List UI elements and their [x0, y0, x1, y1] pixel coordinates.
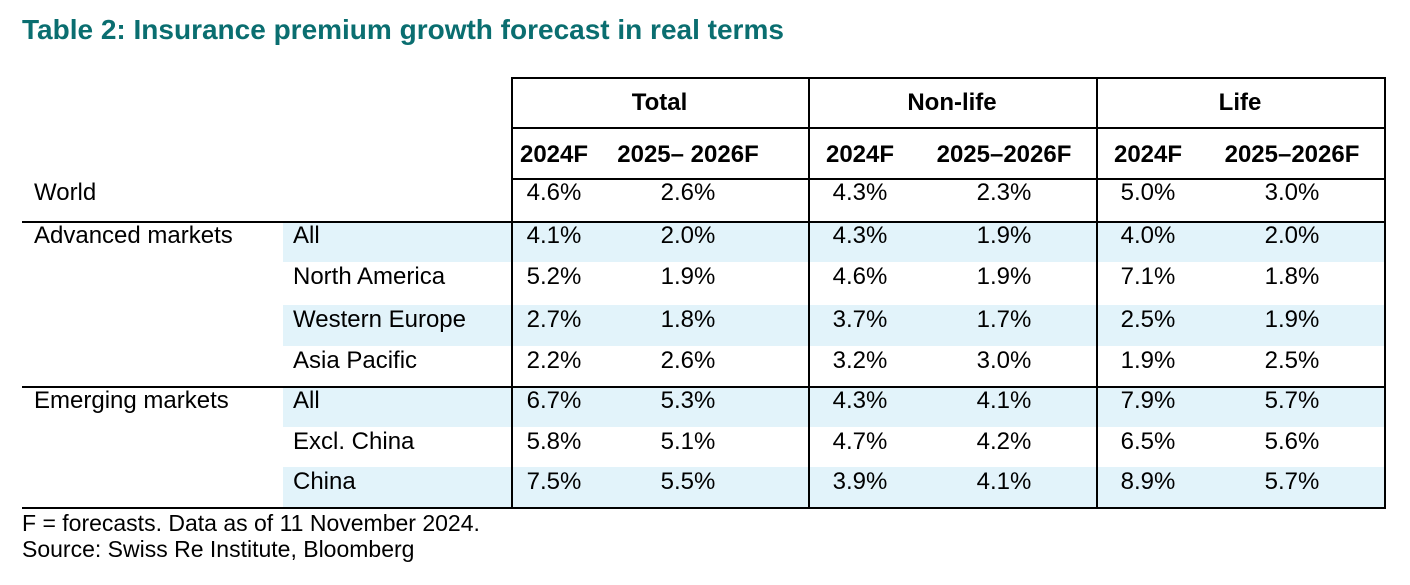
table-cell-value: 3.7%: [832, 306, 888, 333]
table-cell-value: 2.0%: [1264, 222, 1320, 249]
row-subregion-label: North America: [293, 263, 446, 290]
column-subheader: 2025–2026F: [1224, 141, 1360, 168]
row-subregion-label: All: [293, 387, 320, 414]
row-subregion-label: Asia Pacific: [293, 347, 418, 374]
table-rule: [22, 386, 1386, 388]
table-cell-value: 3.9%: [832, 468, 888, 495]
column-subheader: 2025–2026F: [936, 141, 1072, 168]
table-cell-value: 1.9%: [1120, 347, 1176, 374]
table-cell-value: 4.3%: [832, 179, 888, 206]
table-cell-value: 1.9%: [976, 263, 1032, 290]
table-cell-value: 5.2%: [526, 263, 582, 290]
table-cell-value: 3.2%: [832, 347, 888, 374]
row-region-label: Advanced markets: [34, 222, 233, 249]
table-cell-value: 2.3%: [976, 179, 1032, 206]
table-rule: [511, 77, 513, 509]
table-cell-value: 1.9%: [976, 222, 1032, 249]
table-cell-value: 7.9%: [1120, 387, 1176, 414]
table-cell-value: 4.7%: [832, 428, 888, 455]
table-cell-value: 2.6%: [660, 179, 716, 206]
table-cell-value: 2.7%: [526, 306, 582, 333]
table-cell-value: 7.5%: [526, 468, 582, 495]
column-subheader: 2024F: [519, 141, 589, 168]
table-cell-value: 5.6%: [1264, 428, 1320, 455]
row-shading: [283, 386, 1384, 427]
table-cell-value: 5.1%: [660, 428, 716, 455]
table-cell-value: 2.2%: [526, 347, 582, 374]
table-cell-value: 2.5%: [1120, 306, 1176, 333]
row-subregion-label: Western Europe: [293, 306, 466, 333]
table-cell-value: 4.6%: [832, 263, 888, 290]
table-rule: [808, 77, 810, 509]
row-region-label: Emerging markets: [34, 387, 229, 414]
table-cell-value: 5.7%: [1264, 468, 1320, 495]
table-cell-value: 1.9%: [1264, 306, 1320, 333]
row-shading: [283, 305, 1384, 346]
column-group-header: Non-life: [907, 89, 997, 116]
column-group-header: Life: [1218, 89, 1262, 116]
row-subregion-label: All: [293, 222, 320, 249]
table-cell-value: 4.1%: [526, 222, 582, 249]
column-subheader: 2024F: [1113, 141, 1183, 168]
table-cell-value: 2.0%: [660, 222, 716, 249]
table-cell-value: 5.5%: [660, 468, 716, 495]
table-cell-value: 5.8%: [526, 428, 582, 455]
row-subregion-label: Excl. China: [293, 428, 415, 455]
table-title: Table 2: Insurance premium growth foreca…: [22, 14, 784, 45]
table-rule: [22, 507, 1386, 509]
table-cell-value: 1.9%: [660, 263, 716, 290]
table-cell-value: 3.0%: [1264, 179, 1320, 206]
table-cell-value: 3.0%: [976, 347, 1032, 374]
row-shading: [283, 467, 1384, 507]
table-cell-value: 1.8%: [660, 306, 716, 333]
footnote-forecasts: F = forecasts. Data as of 11 November 20…: [22, 510, 480, 536]
table-cell-value: 5.7%: [1264, 387, 1320, 414]
table-cell-value: 2.5%: [1264, 347, 1320, 374]
table-rule: [511, 127, 1386, 129]
row-region-label: World: [34, 179, 97, 206]
table-cell-value: 2.6%: [660, 347, 716, 374]
table-rule: [1096, 77, 1098, 509]
table-cell-value: 4.1%: [976, 387, 1032, 414]
table-cell-value: 4.1%: [976, 468, 1032, 495]
table-cell-value: 6.7%: [526, 387, 582, 414]
table-cell-value: 4.2%: [976, 428, 1032, 455]
table-cell-value: 7.1%: [1120, 263, 1176, 290]
column-subheader: 2025– 2026F: [617, 141, 759, 168]
table-rule: [511, 178, 1386, 180]
table-rule: [1384, 77, 1386, 509]
footnote-source: Source: Swiss Re Institute, Bloomberg: [22, 536, 415, 562]
table-cell-value: 4.6%: [526, 179, 582, 206]
row-shading: [283, 221, 1384, 262]
table-cell-value: 1.7%: [976, 306, 1032, 333]
table-cell-value: 4.3%: [832, 387, 888, 414]
table-cell-value: 5.3%: [660, 387, 716, 414]
row-subregion-label: China: [293, 468, 356, 495]
table-rule: [22, 221, 1386, 223]
table-cell-value: 4.3%: [832, 222, 888, 249]
column-group-header: Total: [631, 89, 688, 116]
table-cell-value: 6.5%: [1120, 428, 1176, 455]
table-cell-value: 1.8%: [1264, 263, 1320, 290]
table-cell-value: 5.0%: [1120, 179, 1176, 206]
column-subheader: 2024F: [825, 141, 895, 168]
table-cell-value: 4.0%: [1120, 222, 1176, 249]
table-rule: [511, 77, 1386, 79]
table-cell-value: 8.9%: [1120, 468, 1176, 495]
